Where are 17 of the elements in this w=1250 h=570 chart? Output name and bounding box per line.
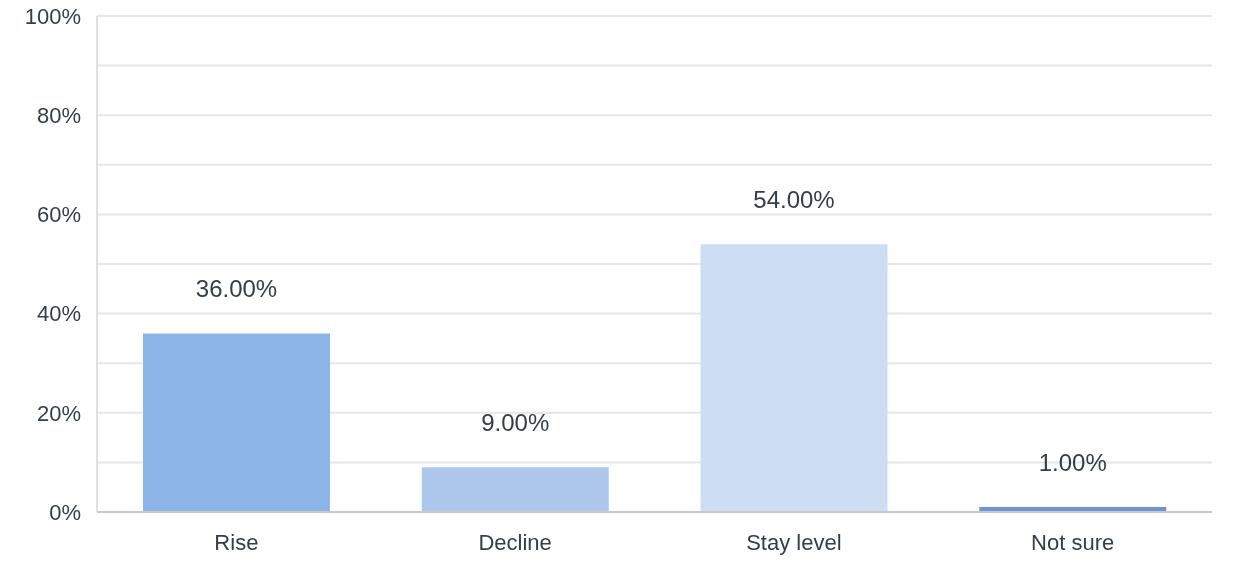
bar	[143, 333, 330, 512]
x-tick-label: Not sure	[1031, 529, 1115, 555]
x-tick-label: Rise	[214, 529, 259, 555]
data-label: 1.00%	[1038, 449, 1107, 477]
y-tick-label: 60%	[36, 202, 81, 228]
data-label: 9.00%	[481, 409, 550, 437]
x-tick-label: Decline	[478, 529, 552, 555]
data-label: 54.00%	[753, 186, 835, 214]
y-tick-label: 20%	[36, 400, 81, 426]
y-tick-label: 100%	[24, 3, 81, 29]
bar	[421, 467, 609, 512]
data-label: 36.00%	[195, 275, 278, 303]
bar	[700, 244, 888, 512]
y-tick-label: 80%	[36, 103, 81, 129]
y-tick-label: 40%	[36, 301, 81, 327]
y-tick-label: 0%	[49, 499, 81, 525]
x-tick-label: Stay level	[746, 529, 842, 555]
